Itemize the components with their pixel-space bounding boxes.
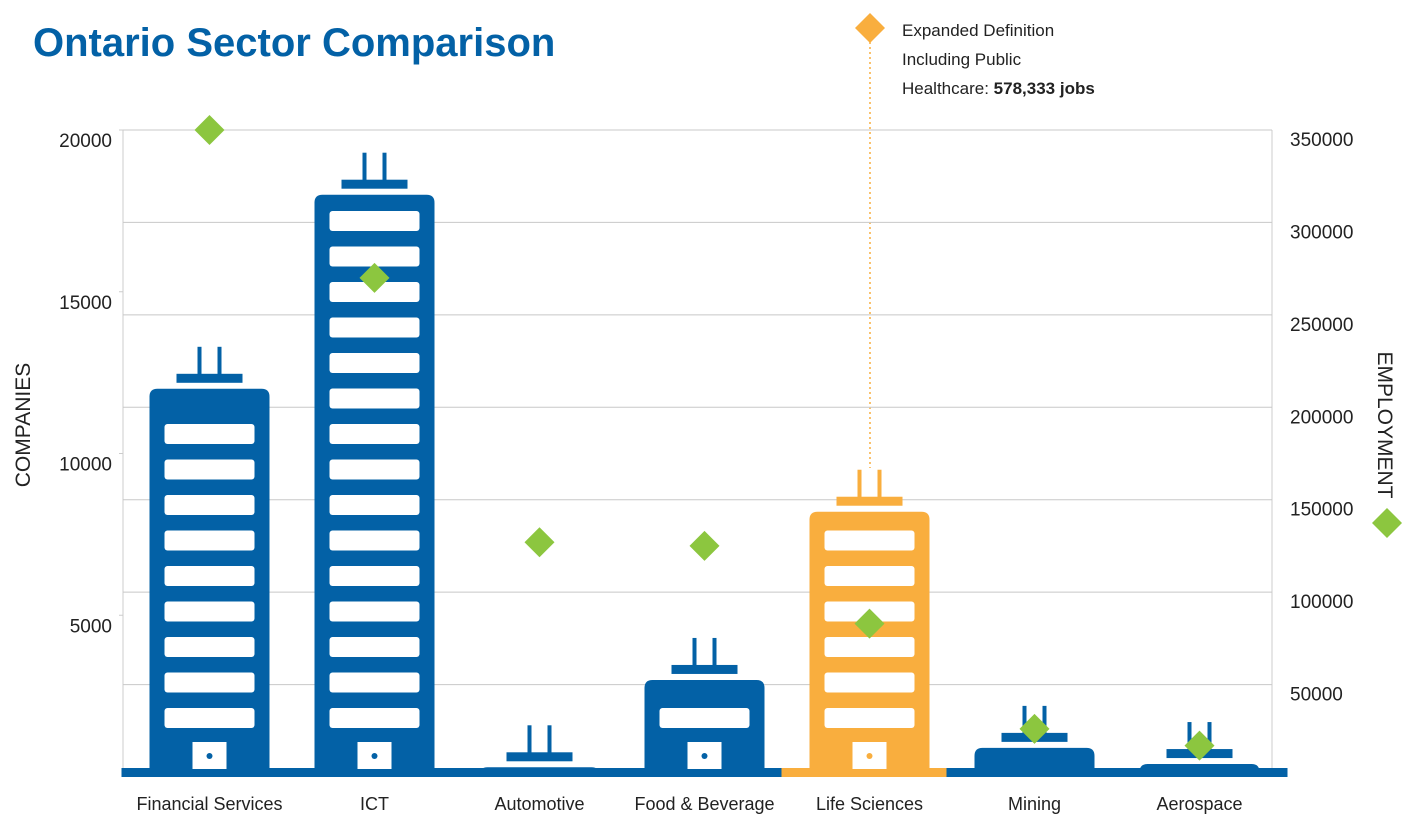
bar <box>975 748 1095 777</box>
window <box>330 602 420 622</box>
window <box>825 637 915 657</box>
window <box>165 424 255 444</box>
x-tick-label: Financial Services <box>136 794 282 814</box>
window <box>330 389 420 409</box>
y-tick-label: 15000 <box>59 293 112 314</box>
y-tick-label: 10000 <box>59 455 112 476</box>
x-tick-label: Mining <box>1008 794 1061 814</box>
window <box>165 708 255 728</box>
x-tick-label: Aerospace <box>1156 794 1242 814</box>
window <box>330 460 420 480</box>
door-knob <box>372 753 378 759</box>
antenna <box>693 638 697 666</box>
page: {"chart_data": { "type": "bar", "title":… <box>0 0 1423 817</box>
antenna <box>383 153 387 181</box>
x-tick-label: ICT <box>360 794 389 814</box>
antenna <box>878 470 882 498</box>
y2-axis-label: EMPLOYMENT <box>1373 351 1396 498</box>
annotation-line: Including Public <box>902 50 1022 69</box>
antenna <box>218 347 222 375</box>
x-tick-label: Food & Beverage <box>634 794 774 814</box>
point <box>525 527 555 557</box>
roof <box>507 752 573 761</box>
window <box>165 637 255 657</box>
y2-tick-label: 200000 <box>1290 407 1353 428</box>
y2-tick-label: 250000 <box>1290 315 1353 336</box>
chart: Ontario Sector Comparison COMPANIES EMPL… <box>0 0 1423 817</box>
y2-tick-label: 50000 <box>1290 685 1343 706</box>
x-tick-label: Automotive <box>494 794 584 814</box>
antenna <box>363 153 367 181</box>
window <box>330 637 420 657</box>
window <box>165 602 255 622</box>
legend-marker <box>1372 508 1402 538</box>
window <box>165 531 255 551</box>
bar <box>480 767 600 777</box>
window <box>330 211 420 231</box>
window <box>660 708 750 728</box>
window <box>330 495 420 515</box>
antenna <box>858 470 862 498</box>
roof <box>342 180 408 189</box>
window <box>330 673 420 693</box>
door-knob <box>702 753 708 759</box>
antenna <box>713 638 717 666</box>
window <box>330 318 420 338</box>
point <box>195 115 225 145</box>
point <box>690 531 720 561</box>
antenna <box>198 347 202 375</box>
annotation-line: Expanded Definition <box>902 21 1054 40</box>
annotation-bold: 578,333 jobs <box>994 79 1095 98</box>
y2-tick-label: 150000 <box>1290 500 1353 521</box>
y2-tick-label: 300000 <box>1290 222 1353 243</box>
window <box>165 495 255 515</box>
bar <box>1140 764 1260 777</box>
window <box>330 708 420 728</box>
window <box>330 353 420 373</box>
roof <box>837 497 903 506</box>
window <box>165 566 255 586</box>
annotation-text: Healthcare: <box>902 79 989 98</box>
y2-tick-label: 350000 <box>1290 130 1353 151</box>
window <box>825 708 915 728</box>
window <box>825 673 915 693</box>
window <box>165 673 255 693</box>
chart-title: Ontario Sector Comparison <box>33 21 555 65</box>
window <box>330 566 420 586</box>
y-tick-label: 20000 <box>59 131 112 152</box>
window <box>825 566 915 586</box>
y-axis-label: COMPANIES <box>12 363 35 487</box>
window <box>165 460 255 480</box>
window <box>330 531 420 551</box>
antenna <box>528 725 532 753</box>
annotation-line: Healthcare: 578,333 jobs <box>902 79 1095 98</box>
x-tick-label: Life Sciences <box>816 794 923 814</box>
window <box>330 424 420 444</box>
antenna <box>548 725 552 753</box>
y-tick-label: 5000 <box>70 616 112 637</box>
roof <box>177 374 243 383</box>
annotation-marker <box>855 13 885 43</box>
y2-tick-label: 100000 <box>1290 592 1353 613</box>
door-knob <box>867 753 873 759</box>
door-knob <box>207 753 213 759</box>
roof <box>672 665 738 674</box>
window <box>825 531 915 551</box>
